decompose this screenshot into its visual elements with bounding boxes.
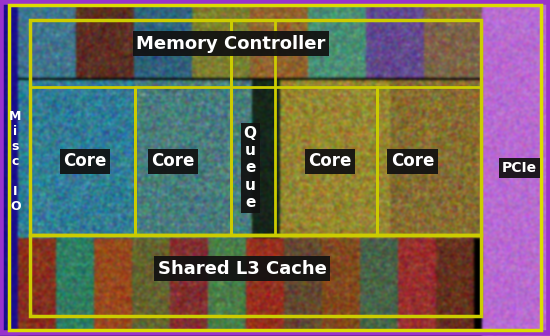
- Text: PCIe: PCIe: [502, 161, 537, 175]
- Bar: [30, 20, 481, 235]
- Bar: [275, 87, 377, 235]
- Text: Core: Core: [152, 152, 195, 170]
- Bar: [377, 87, 481, 235]
- Text: Core: Core: [64, 152, 107, 170]
- Bar: [231, 20, 275, 87]
- Text: Memory Controller: Memory Controller: [136, 35, 326, 53]
- Bar: [30, 235, 481, 316]
- Text: Core: Core: [391, 152, 434, 170]
- Text: M
i
s
c
 
I
O: M i s c I O: [9, 110, 21, 213]
- Bar: [30, 20, 231, 235]
- Bar: [135, 87, 231, 235]
- Bar: [231, 20, 481, 235]
- Bar: [30, 87, 135, 235]
- Text: Core: Core: [309, 152, 351, 170]
- Text: Shared L3 Cache: Shared L3 Cache: [157, 260, 327, 278]
- Text: Q
u
e
u
e: Q u e u e: [244, 126, 257, 210]
